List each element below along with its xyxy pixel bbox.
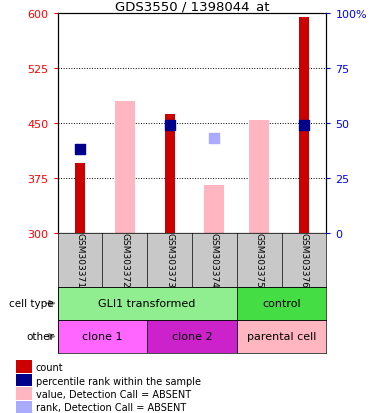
Bar — [237, 287, 326, 320]
Bar — [147, 320, 237, 353]
Bar — [16, 374, 32, 386]
Point — [77, 146, 83, 153]
Text: GSM303376: GSM303376 — [299, 233, 309, 287]
Text: other: other — [26, 332, 54, 342]
Point — [211, 135, 217, 142]
Text: clone 1: clone 1 — [82, 332, 122, 342]
Bar — [237, 320, 326, 353]
Text: GLI1 transformed: GLI1 transformed — [98, 299, 196, 309]
Bar — [16, 361, 32, 373]
Bar — [249, 120, 269, 233]
Text: cell type: cell type — [9, 299, 54, 309]
Text: rank, Detection Call = ABSENT: rank, Detection Call = ABSENT — [36, 402, 186, 413]
Text: control: control — [262, 299, 301, 309]
Point — [301, 123, 307, 129]
Text: GSM303375: GSM303375 — [255, 233, 264, 287]
Point — [167, 123, 173, 129]
Bar — [75, 164, 85, 233]
Bar — [16, 401, 32, 413]
Bar — [115, 102, 135, 233]
Text: GSM303372: GSM303372 — [120, 233, 129, 287]
Bar — [58, 320, 147, 353]
Text: value, Detection Call = ABSENT: value, Detection Call = ABSENT — [36, 389, 191, 399]
Bar — [16, 387, 32, 400]
Bar — [58, 287, 237, 320]
Bar — [299, 18, 309, 233]
Text: parental cell: parental cell — [247, 332, 316, 342]
Title: GDS3550 / 1398044_at: GDS3550 / 1398044_at — [115, 0, 269, 13]
Bar — [165, 115, 174, 233]
Bar — [204, 186, 224, 233]
Text: GSM303373: GSM303373 — [165, 233, 174, 287]
Text: percentile rank within the sample: percentile rank within the sample — [36, 376, 201, 386]
Text: GSM303371: GSM303371 — [75, 233, 85, 287]
Text: GSM303374: GSM303374 — [210, 233, 219, 287]
Text: count: count — [36, 362, 63, 372]
Text: clone 2: clone 2 — [172, 332, 212, 342]
